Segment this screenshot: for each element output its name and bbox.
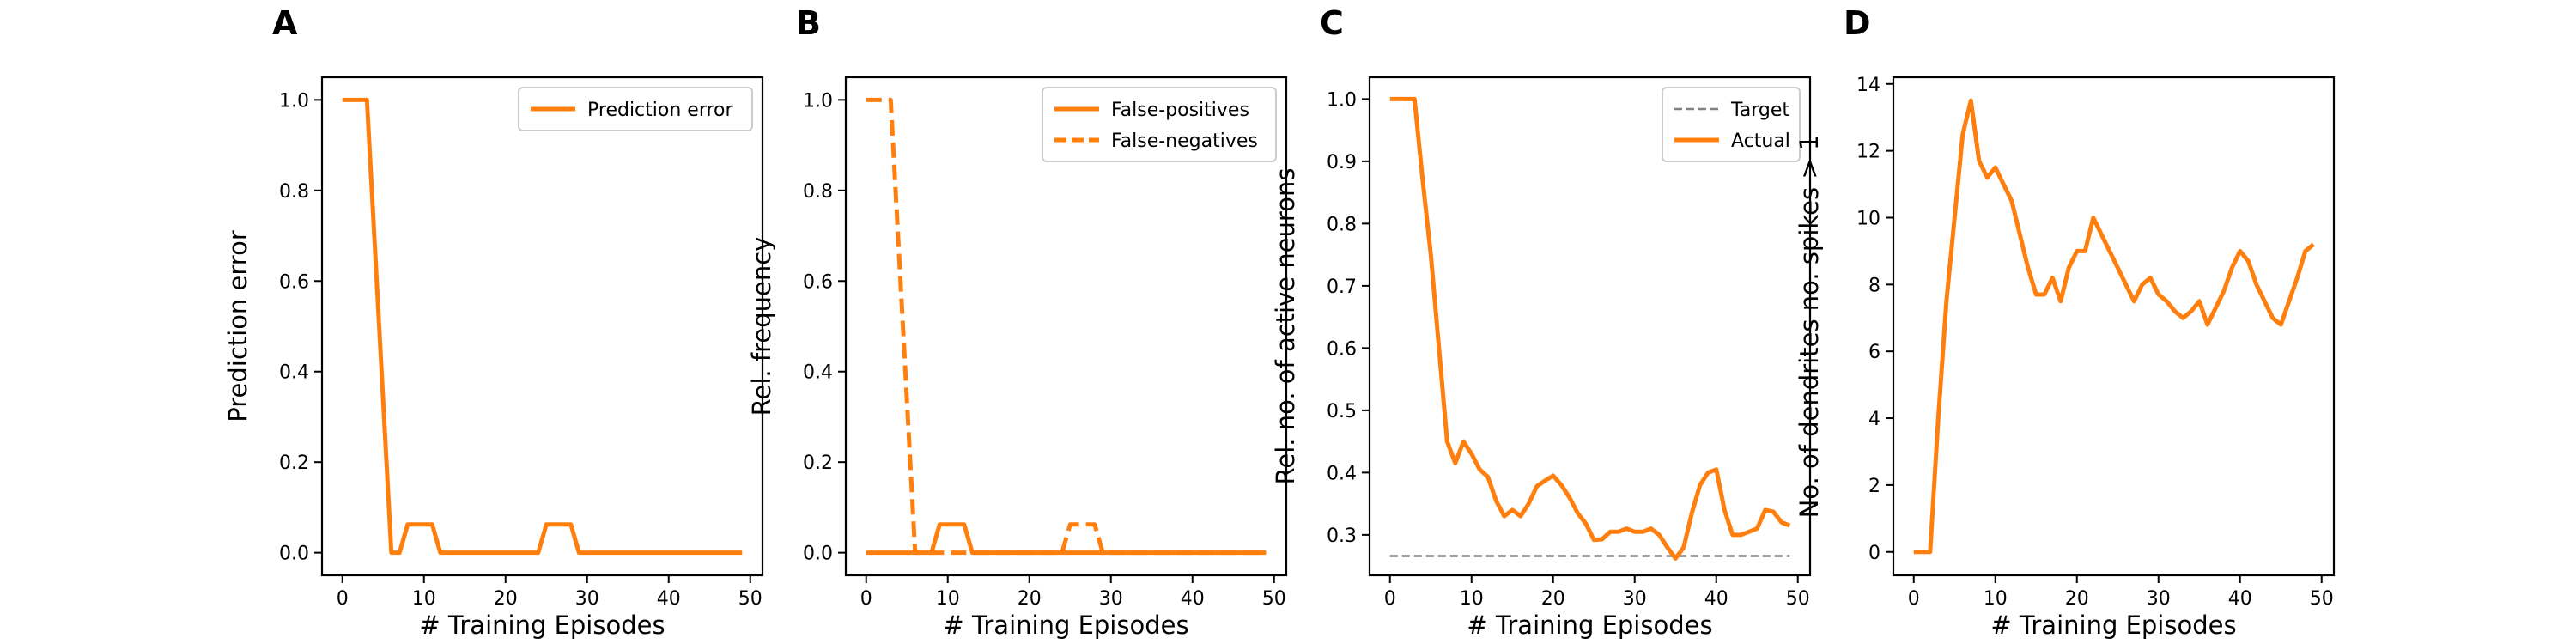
- x-tick-label: 50: [1786, 588, 1810, 610]
- x-tick-label: 50: [1262, 588, 1286, 610]
- legend-box: [1042, 87, 1277, 162]
- series-line-false-negatives: [866, 97, 1267, 556]
- legend: Target Actual: [1662, 87, 1801, 162]
- x-tick-label: 40: [2228, 588, 2252, 610]
- axes-frame: [320, 76, 764, 577]
- x-tick-label: 40: [657, 588, 681, 610]
- x-tick-label: 30: [1099, 588, 1123, 610]
- y-tick-label: 0.8: [1327, 214, 1357, 235]
- y-tick-label: 1.0: [279, 90, 309, 112]
- y-tick-label: 0.0: [803, 544, 833, 565]
- x-tick-label: 10: [412, 588, 436, 610]
- x-axis-label: # Training Episodes: [943, 611, 1188, 640]
- y-tick-label: 0.7: [1327, 276, 1357, 298]
- legend-label: Prediction error: [587, 100, 733, 121]
- y-tick-label: 0.5: [1327, 401, 1357, 422]
- x-tick-label: 50: [738, 588, 762, 610]
- y-axis-label: Rel. frequency: [747, 237, 776, 416]
- x-tick-label: 0: [860, 588, 872, 610]
- y-tick-label: 0.4: [803, 362, 833, 384]
- y-tick-label: 0.8: [803, 181, 833, 203]
- x-tick-label: 20: [494, 588, 518, 610]
- legend: Prediction error: [518, 87, 753, 131]
- y-tick-label: 6: [1868, 342, 1880, 363]
- x-tick-label: 20: [1018, 588, 1042, 610]
- x-axis-label: # Training Episodes: [1990, 611, 2236, 640]
- y-tick-label: 2: [1868, 476, 1880, 497]
- legend-label: Actual: [1731, 131, 1790, 152]
- y-tick-label: 10: [1856, 208, 1880, 229]
- x-tick-label: 20: [2065, 588, 2089, 610]
- y-tick-label: 0.4: [1327, 463, 1357, 484]
- x-tick-label: 20: [1541, 588, 1565, 610]
- x-tick-label: 30: [575, 588, 599, 610]
- x-tick-label: 50: [2310, 588, 2334, 610]
- axes-frame: [844, 76, 1288, 577]
- legend-label: Target: [1730, 100, 1789, 121]
- panel-a: 0 10 20 30 40 50 0.0 0.2 0.4 0.6 0.8 1.0 # Training …: [223, 4, 764, 640]
- y-tick-label: 8: [1868, 275, 1880, 296]
- x-tick-label: 10: [1984, 588, 2008, 610]
- panel-b: 0 10 20 30 40 50 0.0 0.2 0.4 0.6 0.8 1.0 # Training …: [747, 4, 1288, 640]
- y-tick-label: 0.6: [279, 271, 309, 293]
- x-tick-label: 0: [337, 588, 349, 610]
- x-tick-label: 30: [1623, 588, 1647, 610]
- series-line-main: [1913, 98, 2315, 555]
- x-axis-label: # Training Episodes: [1467, 611, 1712, 640]
- x-tick-label: 10: [1460, 588, 1484, 610]
- y-tick-label: 1.0: [803, 90, 833, 112]
- y-axis-label: Rel. no. of active neurons: [1271, 168, 1300, 485]
- panel-letter: C: [1320, 4, 1344, 42]
- y-tick-label: 0.3: [1327, 526, 1357, 547]
- axes-frame: [1892, 76, 2336, 577]
- x-tick-label: 0: [1384, 588, 1396, 610]
- y-axis-label: No. of dendrites no. spikes > 1: [1795, 135, 1824, 519]
- y-tick-label: 1.0: [1327, 89, 1357, 111]
- y-tick-label: 0.4: [279, 362, 309, 384]
- panel-d: 0 10 20 30 40 50 0 2 4 6 8 10 12 14 # Training Episode…: [1795, 4, 2336, 640]
- x-tick-label: 40: [1704, 588, 1728, 610]
- y-tick-label: 0.2: [803, 453, 833, 474]
- x-tick-label: 0: [1908, 588, 1920, 610]
- x-tick-label: 40: [1181, 588, 1205, 610]
- x-tick-label: 30: [2147, 588, 2171, 610]
- panel-letter: D: [1844, 4, 1871, 42]
- legend-box: [518, 87, 753, 131]
- legend: False-positives False-negatives: [1042, 87, 1277, 162]
- y-tick-label: 0.6: [803, 271, 833, 293]
- y-tick-label: 0.0: [279, 544, 309, 565]
- x-tick-label: 10: [936, 588, 960, 610]
- y-tick-label: 0.9: [1327, 152, 1357, 173]
- y-tick-label: 0: [1868, 543, 1880, 564]
- legend-label: False-negatives: [1111, 131, 1258, 152]
- axes-frame: [1368, 76, 1812, 577]
- series-line-actual: [1389, 96, 1791, 561]
- y-tick-label: 0.6: [1327, 338, 1357, 360]
- y-tick-label: 0.8: [279, 181, 309, 203]
- y-axis-label: Prediction error: [223, 230, 252, 422]
- y-tick-label: 4: [1868, 409, 1880, 430]
- x-axis-label: # Training Episodes: [419, 611, 665, 640]
- y-tick-label: 14: [1856, 75, 1880, 96]
- panel-letter: A: [272, 4, 298, 42]
- series-line-prediction-error: [342, 97, 743, 556]
- panel-letter: B: [796, 4, 821, 42]
- panel-c: 0 10 20 30 40 50 0.3 0.4 0.5 0.6 0.7 0.8 0.9 1.0 # Tra…: [1271, 4, 1812, 640]
- legend-label: False-positives: [1111, 100, 1249, 121]
- legend-box: [1662, 87, 1801, 162]
- y-tick-label: 0.2: [279, 453, 309, 474]
- y-tick-label: 12: [1856, 142, 1880, 163]
